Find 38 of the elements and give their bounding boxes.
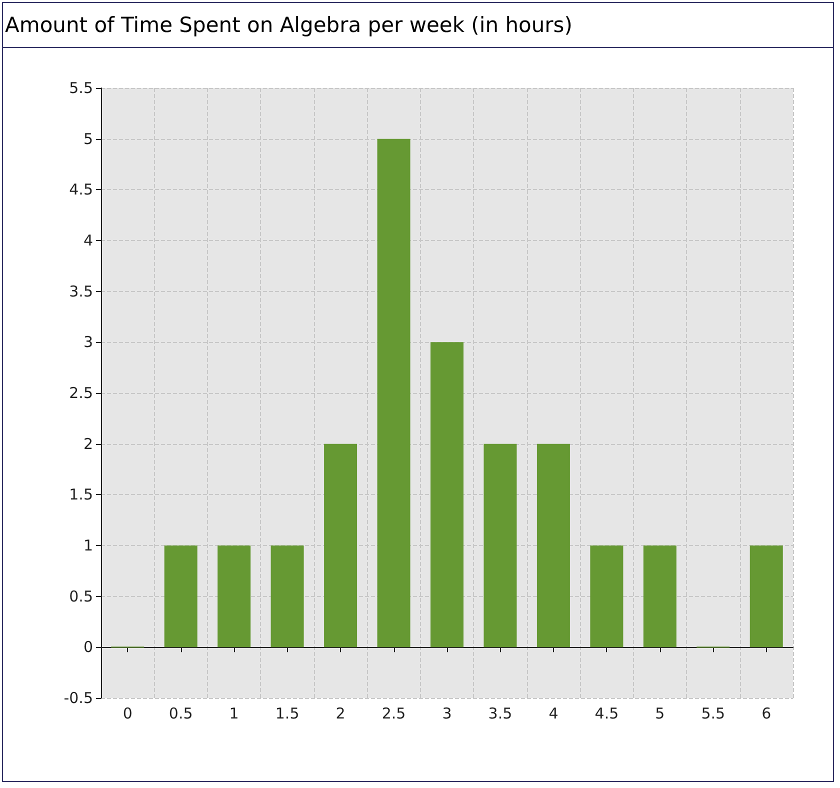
chart-title: Amount of Time Spent on Algebra per week (in hours): [3, 3, 833, 48]
y-tick-label: 0.5: [69, 587, 93, 606]
bar: [164, 546, 198, 648]
bar: [430, 342, 464, 648]
y-tick-label: 1: [83, 536, 93, 554]
y-tick-label: 1.5: [69, 486, 93, 504]
x-tick-label: 4: [548, 704, 558, 722]
bar: [643, 546, 676, 648]
y-tick-label: 5: [83, 130, 93, 148]
x-tick-label: 4.5: [594, 704, 619, 722]
y-tick-label: 3: [83, 333, 93, 352]
bar: [377, 138, 410, 648]
x-tick-label: 2: [336, 704, 346, 722]
bar: [536, 444, 570, 648]
x-tick-label: 5: [655, 704, 665, 722]
y-tick-label: -0.5: [64, 689, 93, 707]
bar: [590, 546, 624, 648]
bar: [750, 546, 783, 648]
y-tick-label: 2.5: [69, 384, 93, 402]
x-tick-label: 6: [762, 704, 772, 722]
y-tick-label: 5.5: [69, 79, 93, 97]
bar: [484, 444, 517, 648]
y-tick-label: 4.5: [69, 180, 93, 199]
x-tick-label: 1.5: [275, 704, 300, 722]
bar: [218, 546, 251, 648]
x-tick-label: 0: [122, 704, 132, 722]
x-tick-label: 0.5: [168, 704, 193, 722]
y-tick-label: 0: [83, 638, 93, 656]
x-tick-label: 3: [442, 704, 452, 722]
x-tick-label: 5.5: [701, 704, 726, 722]
x-tick-label: 1: [229, 704, 239, 722]
y-tick-label: 2: [83, 434, 93, 453]
bar: [270, 546, 304, 648]
y-tick-label: 4: [83, 232, 93, 250]
bar: [324, 444, 358, 648]
y-tick-label: 3.5: [69, 282, 93, 300]
x-tick-label: 2.5: [382, 704, 406, 722]
x-tick-label: 3.5: [488, 704, 512, 722]
